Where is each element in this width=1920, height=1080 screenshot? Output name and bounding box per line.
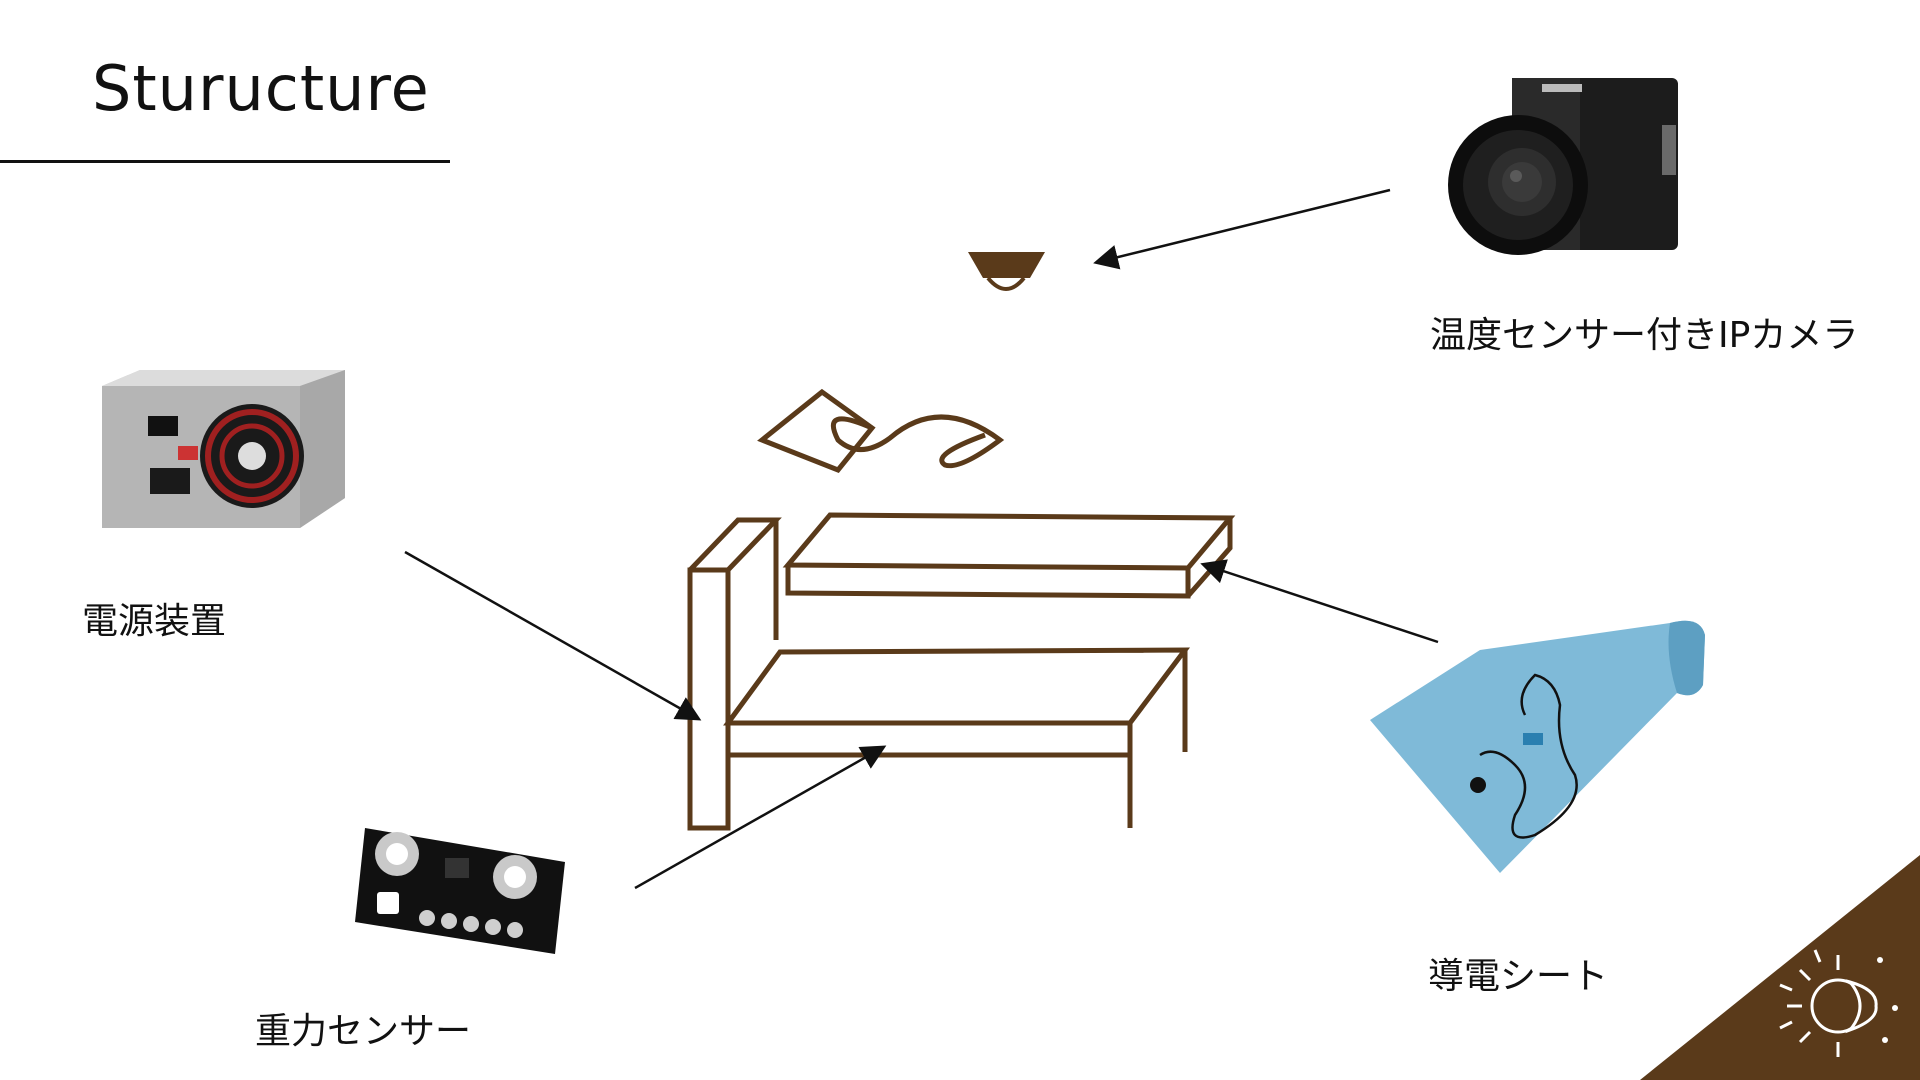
conductive-mat-image: [1370, 620, 1705, 873]
camera-arrow: [1093, 188, 1391, 270]
stars-icon: [1877, 957, 1898, 1043]
mat-label: 導電シート: [1428, 956, 1609, 997]
gravity-label: 重力センサー: [255, 1011, 472, 1052]
blanket-icon: [757, 388, 1005, 473]
gravity-arrow: [634, 745, 887, 890]
power-supply-image: [102, 370, 345, 528]
title-divider: [0, 160, 450, 163]
arrows: [404, 188, 1439, 890]
bed-icon: [687, 512, 1236, 831]
power-label: 電源装置: [82, 601, 227, 642]
gravity-sensor-image: [355, 828, 565, 954]
corner-decoration: [1640, 855, 1920, 1080]
power-arrow: [404, 550, 702, 721]
thermal-camera-image: [1448, 78, 1678, 255]
mat-arrow: [1200, 559, 1439, 644]
ceiling-camera-icon: [968, 252, 1045, 291]
camera-label: 温度センサー付きIPカメラ: [1430, 315, 1859, 356]
moon-sun-icon: [1779, 949, 1878, 1057]
page-title: Sturucture: [92, 52, 430, 125]
